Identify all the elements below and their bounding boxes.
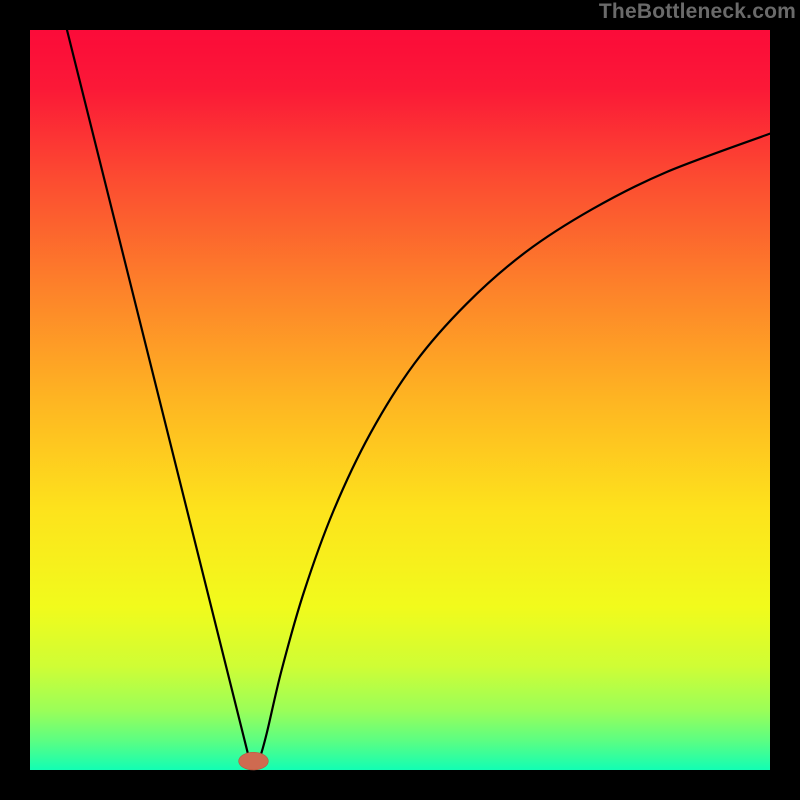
chart-svg <box>0 0 800 800</box>
chart-container: { "watermark": { "text": "TheBottleneck.… <box>0 0 800 800</box>
curve-min-marker <box>239 752 269 770</box>
watermark-text: TheBottleneck.com <box>599 0 796 24</box>
plot-area <box>30 30 770 770</box>
